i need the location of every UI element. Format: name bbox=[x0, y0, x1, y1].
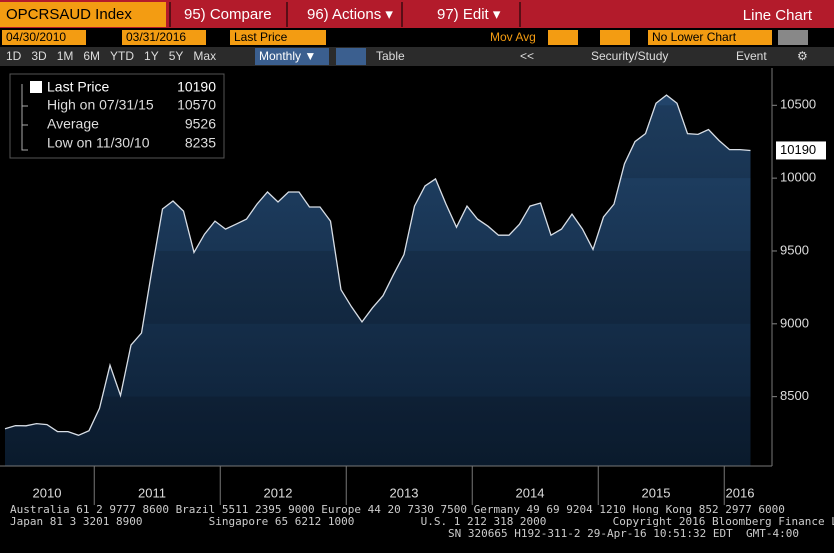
ticker-box[interactable] bbox=[0, 2, 166, 27]
x-tick-label: 2011 bbox=[138, 485, 166, 500]
x-tick-label: 2016 bbox=[726, 485, 755, 500]
period-button[interactable]: 1D bbox=[6, 49, 22, 63]
date-field[interactable] bbox=[2, 30, 86, 45]
back-button[interactable]: << bbox=[520, 49, 534, 63]
table-button[interactable]: Table bbox=[376, 49, 405, 63]
footer-line: SN 320665 H192-311-2 29-Apr-16 10:51:32 … bbox=[448, 527, 799, 540]
bands bbox=[5, 105, 751, 466]
input[interactable] bbox=[548, 30, 578, 45]
x-tick-label: 2013 bbox=[390, 485, 419, 500]
start-date: 04/30/2010 bbox=[6, 30, 66, 44]
line bbox=[4, 94, 751, 436]
y-tick-label: 10000 bbox=[780, 170, 816, 185]
period-button[interactable]: Max bbox=[193, 49, 216, 63]
band bbox=[5, 396, 751, 466]
stat-value: 10570 bbox=[177, 97, 216, 113]
stat-label: Low on 11/30/10 bbox=[47, 135, 150, 151]
ticker: OPCRSAUD Index bbox=[6, 6, 132, 23]
lower-chart: No Lower Chart bbox=[652, 30, 737, 44]
stat-label: High on 07/31/15 bbox=[47, 97, 154, 113]
date-field[interactable] bbox=[122, 30, 206, 45]
field-select[interactable] bbox=[230, 30, 326, 45]
period-button[interactable]: 1M bbox=[57, 49, 74, 63]
settings[interactable]: ⚙ bbox=[797, 49, 808, 63]
legend-tree bbox=[21, 84, 28, 151]
last-value: 10190 bbox=[780, 142, 816, 157]
period-button[interactable]: YTD bbox=[110, 49, 134, 63]
x-tick-label: 2014 bbox=[516, 485, 545, 500]
view-name: Line Chart bbox=[743, 7, 813, 24]
period-button[interactable]: 6M bbox=[83, 49, 100, 63]
x-tick-label: 2015 bbox=[642, 485, 671, 500]
end-date: 03/31/2016 bbox=[126, 30, 186, 44]
legend-value: 10190 bbox=[177, 79, 216, 95]
y-tick-label: 8500 bbox=[780, 388, 809, 403]
menu-item[interactable]: 95) Compare bbox=[184, 6, 272, 23]
stat-label: Average bbox=[47, 116, 99, 132]
lower-select[interactable] bbox=[648, 30, 772, 45]
field: Last Price bbox=[234, 30, 288, 44]
chart-icon[interactable] bbox=[336, 48, 366, 65]
band bbox=[5, 250, 751, 324]
frequency: Monthly ▼ bbox=[259, 49, 316, 63]
legend-box bbox=[9, 73, 225, 159]
overlay[interactable]: Mov Avg bbox=[490, 30, 536, 44]
y-tick-label: 10500 bbox=[780, 97, 816, 112]
menu-item[interactable]: 96) Actions ▾ bbox=[307, 6, 393, 23]
stat-value: 8235 bbox=[185, 135, 216, 151]
y-tick-label: 9500 bbox=[780, 242, 809, 257]
x-tick-label: 2012 bbox=[264, 485, 293, 500]
last-value-box bbox=[776, 141, 826, 160]
legend-swatch bbox=[30, 81, 42, 93]
stat-value: 9526 bbox=[185, 116, 216, 132]
period-bar bbox=[0, 47, 834, 66]
study-button[interactable]: Security/Study bbox=[591, 49, 668, 63]
y-tick-label: 9000 bbox=[780, 315, 809, 330]
legend-label: Last Price bbox=[47, 79, 109, 95]
period-button[interactable]: 1Y bbox=[144, 49, 159, 63]
frequency-box[interactable] bbox=[255, 48, 329, 65]
footer-line: Australia 61 2 9777 8600 Brazil 5511 239… bbox=[10, 503, 785, 516]
period-button[interactable]: 5Y bbox=[169, 49, 184, 63]
input[interactable] bbox=[600, 30, 630, 45]
period-button[interactable]: 3D bbox=[31, 49, 47, 63]
footer-line: Japan 81 3 3201 8900 Singapore 65 6212 1… bbox=[10, 515, 834, 528]
periods: 1D 3D 1M 6M YTD 1Y 5Y Max bbox=[6, 49, 216, 63]
input[interactable] bbox=[778, 30, 808, 45]
area bbox=[5, 95, 751, 466]
menu-item[interactable]: 97) Edit ▾ bbox=[437, 6, 501, 23]
event-button[interactable]: Event bbox=[736, 49, 767, 63]
x-tick-label: 2010 bbox=[33, 485, 62, 500]
